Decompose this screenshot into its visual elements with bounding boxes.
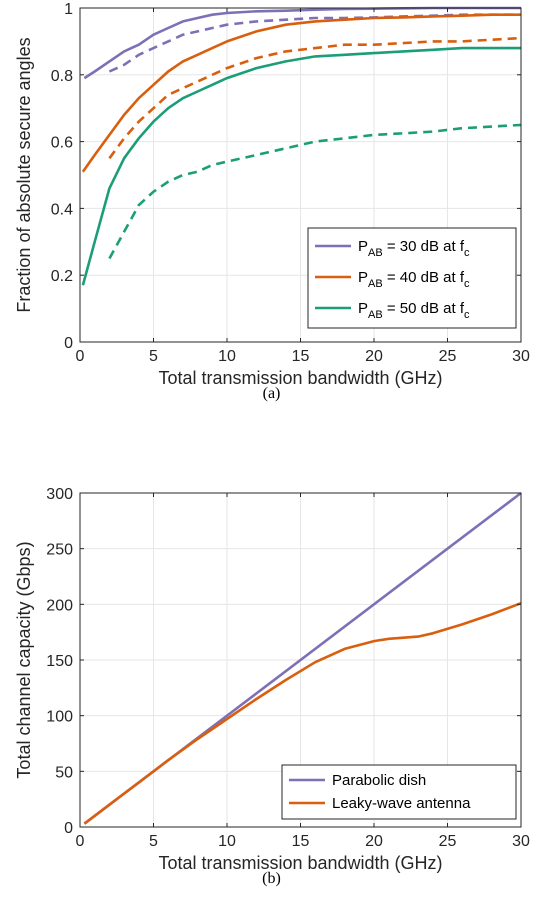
y-tick-label: 0: [64, 820, 73, 837]
y-tick-label: 100: [46, 709, 73, 726]
y-axis-label: Total channel capacity (Gbps): [14, 541, 34, 778]
legend-label: PAB = 40 dB at fc: [358, 269, 470, 290]
x-tick-label: 25: [439, 348, 457, 365]
x-tick-label: 10: [218, 348, 236, 365]
legend: PAB = 30 dB at fc PAB = 40 dB at fc PAB = …: [307, 227, 517, 329]
legend-label: Leaky-wave antenna: [332, 795, 471, 812]
legend-box: [281, 764, 517, 820]
x-tick-label: 30: [512, 833, 530, 850]
y-tick-label: 150: [46, 653, 73, 670]
y-tick-label: 200: [46, 597, 73, 614]
y-tick-label: 0.4: [51, 201, 73, 218]
x-tick-label: 0: [76, 348, 85, 365]
legend-label: Parabolic dish: [332, 772, 426, 789]
x-axis-label: Total transmission bandwidth (GHz): [158, 368, 442, 388]
x-tick-label: 15: [292, 348, 310, 365]
legend-label: PAB = 50 dB at fc: [358, 300, 470, 321]
series-line-5: [81, 46, 521, 286]
chart-a: 0 5 10 15 20 25 30 0 0.2 0.4 0.6 0.8 1 Total transmis…: [14, 1, 530, 402]
series-line-2: [83, 601, 522, 825]
y-tick-label: 0.2: [51, 268, 73, 285]
x-axis-label: Total transmission bandwidth (GHz): [158, 853, 442, 873]
x-tick-label: 5: [149, 348, 158, 365]
x-tick-label: 10: [218, 833, 236, 850]
y-axis-label: Fraction of absolute secure angles: [14, 37, 34, 312]
series-line-6: [108, 123, 522, 260]
figure-caption: (a): [263, 385, 281, 402]
y-tick-label: 1: [64, 1, 73, 18]
y-tick-label: 0.8: [51, 68, 73, 85]
legend: Parabolic dish Leaky-wave antenna: [281, 764, 517, 820]
legend-label: PAB = 30 dB at fc: [358, 238, 470, 259]
x-tick-label: 5: [149, 833, 158, 850]
series-line-4: [108, 36, 522, 160]
x-tick-label: 30: [512, 348, 530, 365]
x-tick-label: 20: [365, 348, 383, 365]
x-tick-label: 15: [292, 833, 310, 850]
y-tick-label: 50: [55, 764, 73, 781]
series-line-3: [81, 13, 521, 173]
figure-caption: (b): [262, 870, 281, 887]
y-tick-label: 250: [46, 542, 73, 559]
y-tick-label: 0: [64, 335, 73, 352]
x-tick-label: 0: [76, 833, 85, 850]
y-tick-label: 0.6: [51, 135, 73, 152]
x-tick-label: 20: [365, 833, 383, 850]
x-tick-label: 25: [439, 833, 457, 850]
y-tick-label: 300: [46, 486, 73, 503]
